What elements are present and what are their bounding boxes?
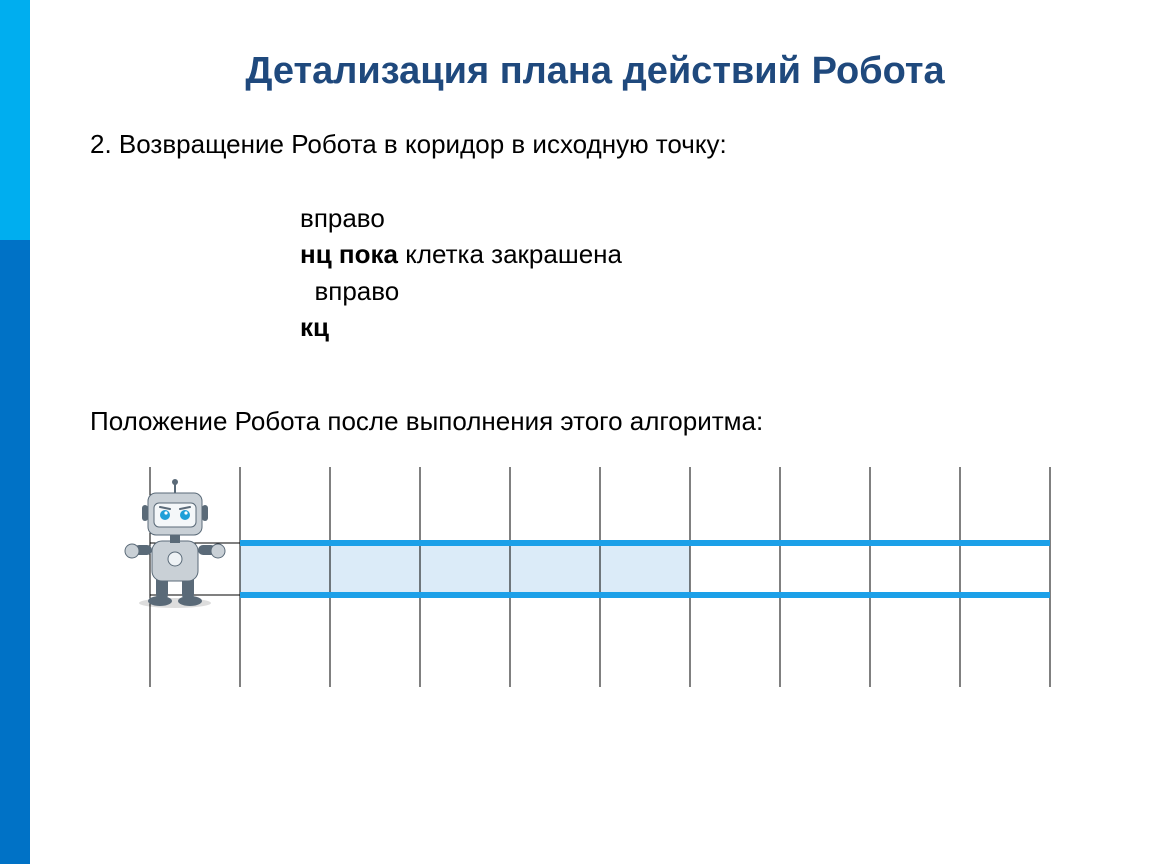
grid-svg	[120, 467, 1080, 687]
slide-subtitle: 2. Возвращение Робота в коридор в исходн…	[90, 129, 1100, 160]
code-line: вправо	[300, 200, 1100, 236]
sidebar-accent-top	[0, 0, 30, 240]
grid-diagram	[120, 467, 1080, 687]
slide-title: Детализация плана действий Робота	[90, 50, 1100, 93]
code-line: вправо	[300, 273, 1100, 309]
code-line: нц пока клетка закрашена	[300, 236, 1100, 272]
code-line: кц	[300, 309, 1100, 345]
sidebar-accent-bottom	[0, 240, 30, 864]
slide-content: Детализация плана действий Робота 2. Воз…	[30, 0, 1150, 864]
robot-icon	[120, 479, 230, 609]
algorithm-code: вправонц пока клетка закрашена вправокц	[300, 200, 1100, 346]
result-caption: Положение Робота после выполнения этого …	[90, 406, 1100, 437]
